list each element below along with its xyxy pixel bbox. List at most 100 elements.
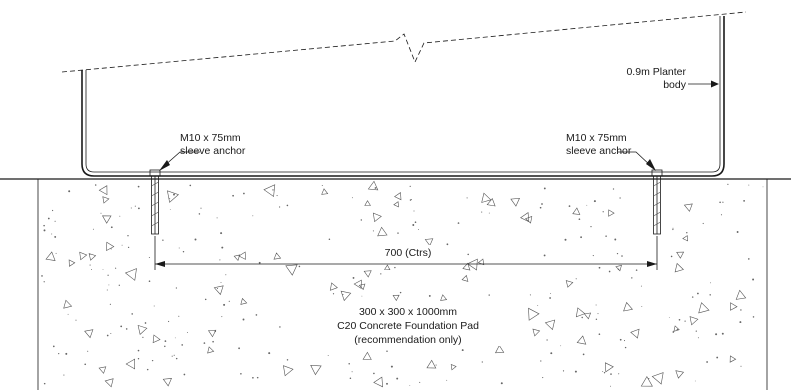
aggregate-dot — [243, 192, 245, 195]
right-anchor-label-line2: sleeve anchor — [566, 145, 632, 157]
aggregate-dot — [446, 379, 448, 381]
aggregate-dot — [697, 337, 699, 339]
aggregate-dot — [602, 211, 604, 213]
planter-body-inner — [85, 16, 721, 173]
right-anchor-leader — [618, 151, 656, 171]
aggregate-mark — [98, 366, 107, 374]
aggregate-dot — [747, 258, 750, 260]
pad-text-mask — [292, 304, 524, 346]
aggregate-dot — [148, 256, 150, 259]
aggregate-dot — [411, 199, 412, 200]
aggregate-dot — [529, 294, 531, 296]
aggregate-dot — [162, 239, 164, 241]
aggregate-dot — [762, 186, 764, 188]
aggregate-dot — [614, 238, 617, 241]
aggregate-mark — [510, 197, 520, 207]
aggregate-dot — [137, 358, 140, 360]
aggregate-dot — [640, 285, 642, 287]
aggregate-dot — [43, 281, 45, 283]
aggregate-dot — [619, 338, 622, 341]
aggregate-dot — [618, 373, 620, 375]
aggregate-dot — [130, 207, 132, 209]
aggregate-mark — [729, 355, 737, 363]
aggregate-mark — [640, 376, 653, 387]
concrete-hatch — [41, 180, 764, 388]
aggregate-dot — [739, 321, 742, 324]
aggregate-dot — [574, 370, 577, 373]
aggregate-mark — [575, 307, 586, 318]
aggregate-dot — [52, 209, 54, 212]
aggregate-dot — [466, 197, 468, 199]
aggregate-dot — [54, 220, 56, 222]
planter-body-label-line2: body — [663, 79, 687, 91]
aggregate-dot — [372, 230, 374, 232]
aggregate-mark — [367, 180, 379, 191]
aggregate-dot — [352, 276, 355, 279]
aggregate-dot — [428, 294, 431, 297]
planter-body-outer — [81, 16, 725, 177]
aggregate-mark — [698, 302, 710, 314]
aggregate-dot — [397, 232, 399, 234]
aggregate-mark — [730, 302, 738, 311]
aggregate-mark — [466, 258, 478, 271]
aggregate-mark — [462, 262, 471, 271]
aggregate-mark — [532, 328, 541, 337]
aggregate-mark — [481, 192, 492, 203]
dimension-label: 700 (Ctrs) — [385, 247, 432, 259]
aggregate-dot — [670, 255, 673, 258]
aggregate-dot — [137, 185, 140, 188]
aggregate-dot — [602, 371, 604, 373]
aggregate-dot — [298, 265, 301, 268]
aggregate-dot — [546, 339, 548, 341]
aggregate-dot — [63, 374, 65, 376]
aggregate-mark — [102, 196, 110, 204]
aggregate-dot — [102, 268, 104, 270]
aggregate-dot — [631, 277, 633, 279]
aggregate-dot — [702, 222, 704, 225]
aggregate-dot — [106, 289, 108, 291]
aggregate-dot — [216, 287, 219, 290]
aggregate-dot — [578, 218, 581, 221]
aggregate-dot — [342, 293, 344, 296]
aggregate-mark — [608, 209, 615, 217]
aggregate-dot — [328, 238, 331, 241]
aggregate-dot — [597, 313, 599, 315]
aggregate-dot — [543, 187, 546, 190]
aggregate-dot — [286, 359, 289, 361]
aggregate-dot — [752, 316, 755, 318]
aggregate-mark — [363, 270, 372, 278]
aggregate-mark — [84, 329, 94, 339]
aggregate-dot — [65, 352, 68, 355]
aggregate-dot — [121, 244, 123, 246]
aggregate-dot — [748, 184, 750, 186]
aggregate-dot — [92, 228, 94, 230]
aggregate-dot — [221, 246, 224, 249]
aggregate-dot — [624, 346, 627, 349]
aggregate-dot — [672, 331, 675, 333]
aggregate-dot — [212, 340, 214, 343]
aggregate-dot — [169, 208, 171, 210]
aggregate-mark — [623, 301, 633, 312]
aggregate-dot — [361, 295, 363, 297]
aggregate-dot — [409, 185, 411, 187]
aggregate-dot — [394, 266, 396, 269]
aggregate-mark — [88, 253, 97, 261]
aggregate-dot — [89, 264, 91, 266]
aggregate-dot — [118, 284, 120, 286]
aggregate-dot — [418, 229, 419, 231]
aggregate-mark — [45, 251, 56, 261]
left-anchor-label-line2: sleeve anchor — [180, 145, 246, 157]
aggregate-dot — [137, 207, 140, 210]
aggregate-dot — [47, 217, 50, 220]
aggregate-dot — [691, 296, 694, 298]
aggregate-dot — [220, 282, 222, 283]
right-sleeve-anchor — [651, 169, 663, 235]
aggregate-dot — [134, 205, 136, 207]
aggregate-mark — [364, 200, 371, 206]
aggregate-mark — [310, 364, 322, 376]
aggregate-dot — [110, 226, 113, 229]
aggregate-dot — [242, 318, 245, 321]
aggregate-dot — [238, 347, 240, 350]
aggregate-dot — [706, 361, 708, 363]
aggregate-mark — [426, 359, 437, 369]
